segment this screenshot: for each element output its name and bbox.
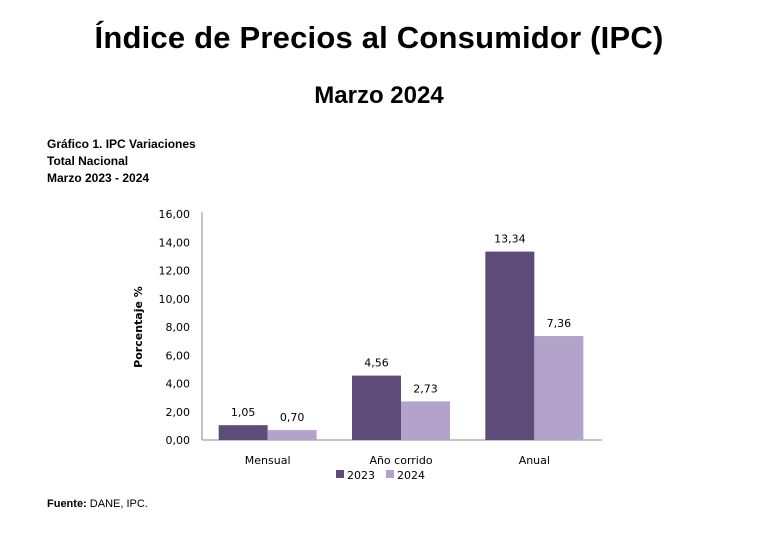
source-note: Fuente: DANE, IPC.: [47, 498, 148, 510]
legend-label: 2024: [397, 469, 425, 482]
y-tick-label: 14,00: [159, 236, 191, 249]
bar-2024: [267, 430, 317, 440]
bar-2023: [485, 251, 535, 440]
y-tick-label: 0,00: [166, 434, 191, 447]
data-label: 4,56: [364, 357, 389, 370]
y-tick-label: 16,00: [159, 208, 191, 221]
y-tick-label: 10,00: [159, 293, 191, 306]
chart-caption-3: Marzo 2023 - 2024: [47, 171, 150, 185]
chart-caption-1: Gráfico 1. IPC Variaciones: [47, 137, 196, 151]
legend-label: 2023: [347, 469, 375, 482]
bar-2023: [352, 375, 401, 440]
legend-swatch-2024: [386, 470, 394, 478]
data-label: 7,36: [547, 317, 572, 330]
y-tick-label: 12,00: [159, 265, 191, 278]
data-label: 2,73: [413, 382, 438, 395]
x-tick-label: Mensual: [245, 454, 291, 467]
y-tick-label: 6,00: [166, 349, 191, 362]
page-subtitle: Marzo 2024: [314, 82, 444, 109]
legend-swatch-2023: [336, 470, 344, 478]
y-tick-label: 4,00: [166, 378, 191, 391]
chart-caption-2: Total Nacional: [47, 154, 129, 168]
source-label: Fuente:: [47, 498, 87, 510]
source-text: DANE, IPC.: [86, 498, 148, 510]
x-tick-label: Año corrido: [369, 454, 432, 467]
page-title: Índice de Precios al Consumidor (IPC): [94, 20, 664, 55]
data-label: 1,05: [231, 406, 256, 419]
data-label: 13,34: [494, 233, 526, 246]
y-tick-label: 2,00: [166, 406, 191, 419]
y-tick-label: 8,00: [166, 321, 191, 334]
bar-2024: [534, 336, 584, 440]
data-label: 0,70: [280, 411, 305, 424]
y-axis-label: Porcentaje %: [132, 286, 145, 368]
bar-2023: [218, 425, 268, 440]
x-tick-label: Anual: [519, 454, 550, 467]
bar-2024: [401, 401, 450, 440]
